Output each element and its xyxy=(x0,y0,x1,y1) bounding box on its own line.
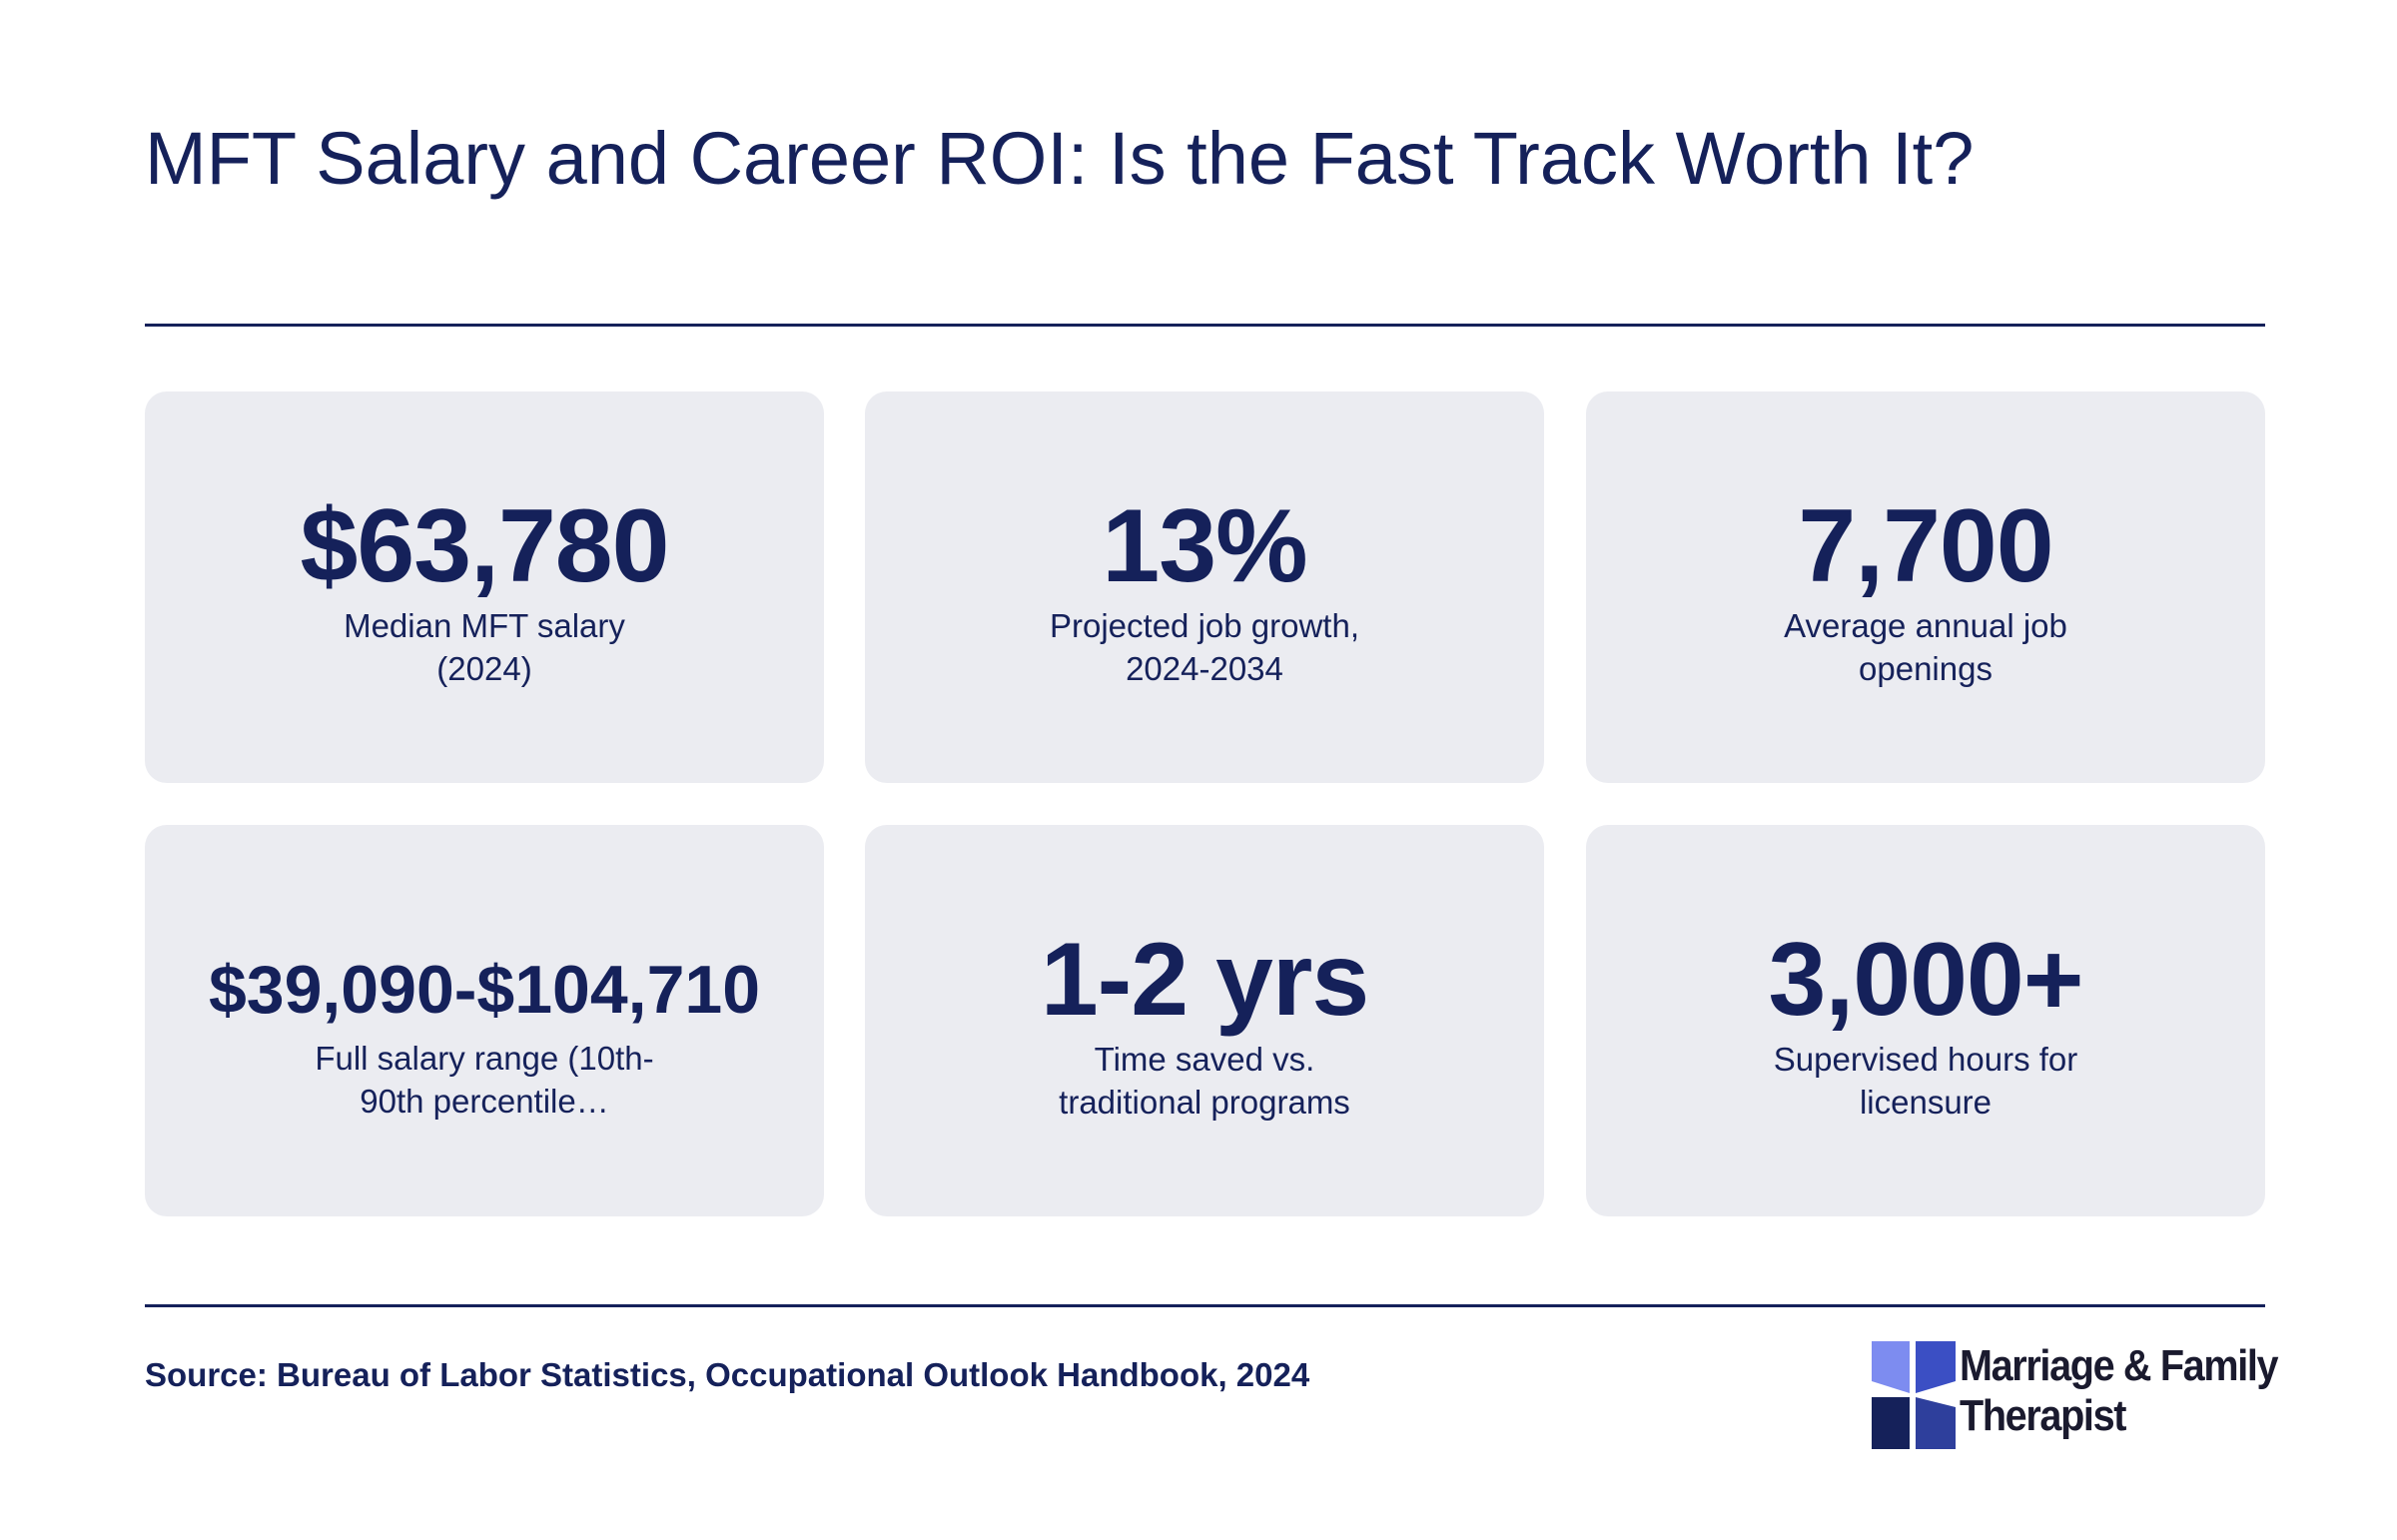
stat-value: 3,000+ xyxy=(1768,922,2084,1038)
divider xyxy=(145,324,2265,327)
stat-card: $39,090-$104,710 Full salary range (10th-… xyxy=(145,825,824,1216)
stat-label: Median MFT salary (2024) xyxy=(344,607,625,687)
stat-value: $63,780 xyxy=(300,488,670,604)
stat-label: Full salary range (10th-90th percentile… xyxy=(315,1040,654,1120)
stat-card: 3,000+ Supervised hours for licensure xyxy=(1586,825,2265,1216)
stat-label: Supervised hours for licensure xyxy=(1773,1041,2078,1121)
logo-icon xyxy=(1872,1341,1956,1449)
stat-card: 13% Projected job growth, 2024-2034 xyxy=(865,391,1544,783)
logo-line: Marriage & Family xyxy=(1960,1341,2279,1390)
stat-label: Time saved vs. traditional programs xyxy=(1059,1041,1350,1121)
stat-value: 7,700 xyxy=(1798,488,2053,604)
stat-label: Projected job growth, 2024-2034 xyxy=(1049,607,1359,687)
stat-value: 13% xyxy=(1102,488,1307,604)
logo-text: Marriage & Family Therapist xyxy=(1960,1341,2279,1441)
logo: Marriage & Family Therapist xyxy=(1872,1341,2279,1449)
divider xyxy=(145,1304,2265,1307)
stat-card: 7,700 Average annual job openings xyxy=(1586,391,2265,783)
stat-label: Average annual job openings xyxy=(1784,607,2067,687)
source: Source: Bureau of Labor Statistics, Occu… xyxy=(145,1356,1310,1393)
title: MFT Salary and Career ROI: Is the Fast T… xyxy=(145,117,1975,200)
stat-card: $63,780 Median MFT salary (2024) xyxy=(145,391,824,783)
stat-value: 1-2 yrs xyxy=(1040,922,1369,1038)
logo-line: Therapist xyxy=(1960,1391,2126,1440)
stat-card: 1-2 yrs Time saved vs. traditional progra… xyxy=(865,825,1544,1216)
stat-value: $39,090-$104,710 xyxy=(208,952,761,1028)
